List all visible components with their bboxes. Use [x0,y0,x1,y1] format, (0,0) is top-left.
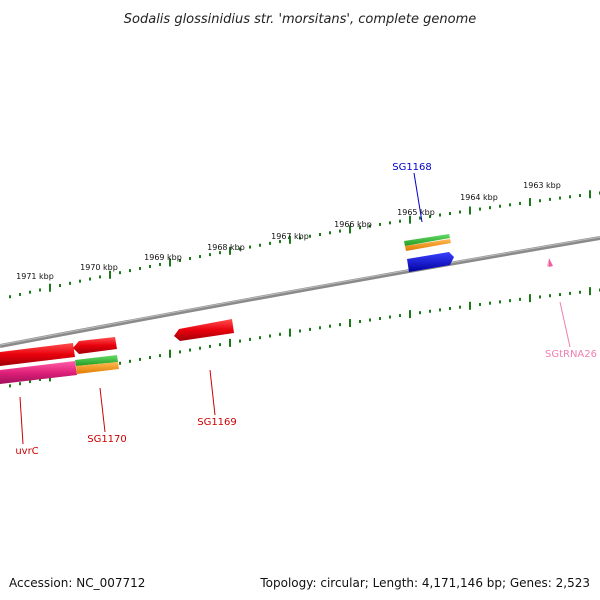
genome-backbone [0,236,600,348]
feature-sg1168-orange[interactable] [405,239,451,251]
map-title: Sodalis glossinidius str. 'morsitans', c… [124,12,476,27]
tick-label: 1970 kbp [80,263,118,272]
leader-sg1170 [99,387,106,433]
tick-label: 1965 kbp [397,208,435,217]
feature-uvrc-red[interactable] [0,343,75,366]
accession-text: Accession: NC_007712 [9,576,146,590]
upper-ruler: 1963 kbp 1964 kbp 1965 kbp 1966 kbp 1967… [9,181,600,299]
tick-label: 1966 kbp [334,220,372,229]
lower-ruler [9,287,600,388]
genome-summary-text: Topology: circular; Length: 4,171,146 bp… [260,576,590,590]
feature-sg1170-green[interactable] [75,355,118,366]
gene-label-sgtrna26[interactable]: SGtRNA26 [545,349,597,360]
feature-uvrc-pink[interactable] [0,361,77,384]
tick-label: 1967 kbp [271,232,309,241]
leader-sgtrna26 [559,301,571,348]
gene-label-uvrc[interactable]: uvrC [15,446,38,457]
feature-sg1168-green[interactable] [404,234,450,246]
gene-label-sg1168[interactable]: SG1168 [392,162,432,173]
feature-sg1170-red[interactable] [73,337,117,354]
genome-backbone-highlight [0,236,600,346]
gene-label-sg1170[interactable]: SG1170 [87,434,127,445]
leader-uvrc [19,396,24,445]
tick-label: 1969 kbp [144,253,182,262]
gene-label-sg1169[interactable]: SG1169 [197,417,237,428]
tick-label: 1968 kbp [207,243,245,252]
leader-sg1168 [413,172,423,223]
tick-label: 1964 kbp [460,193,498,202]
tick-label: 1963 kbp [523,181,561,190]
feature-sgtrna26[interactable] [547,258,553,267]
feature-sg1168-blue[interactable] [407,252,454,272]
leader-sg1169 [209,369,216,416]
tick-label: 1971 kbp [16,272,54,281]
feature-sg1169[interactable] [174,319,234,341]
feature-sg1170-orange[interactable] [76,362,119,374]
